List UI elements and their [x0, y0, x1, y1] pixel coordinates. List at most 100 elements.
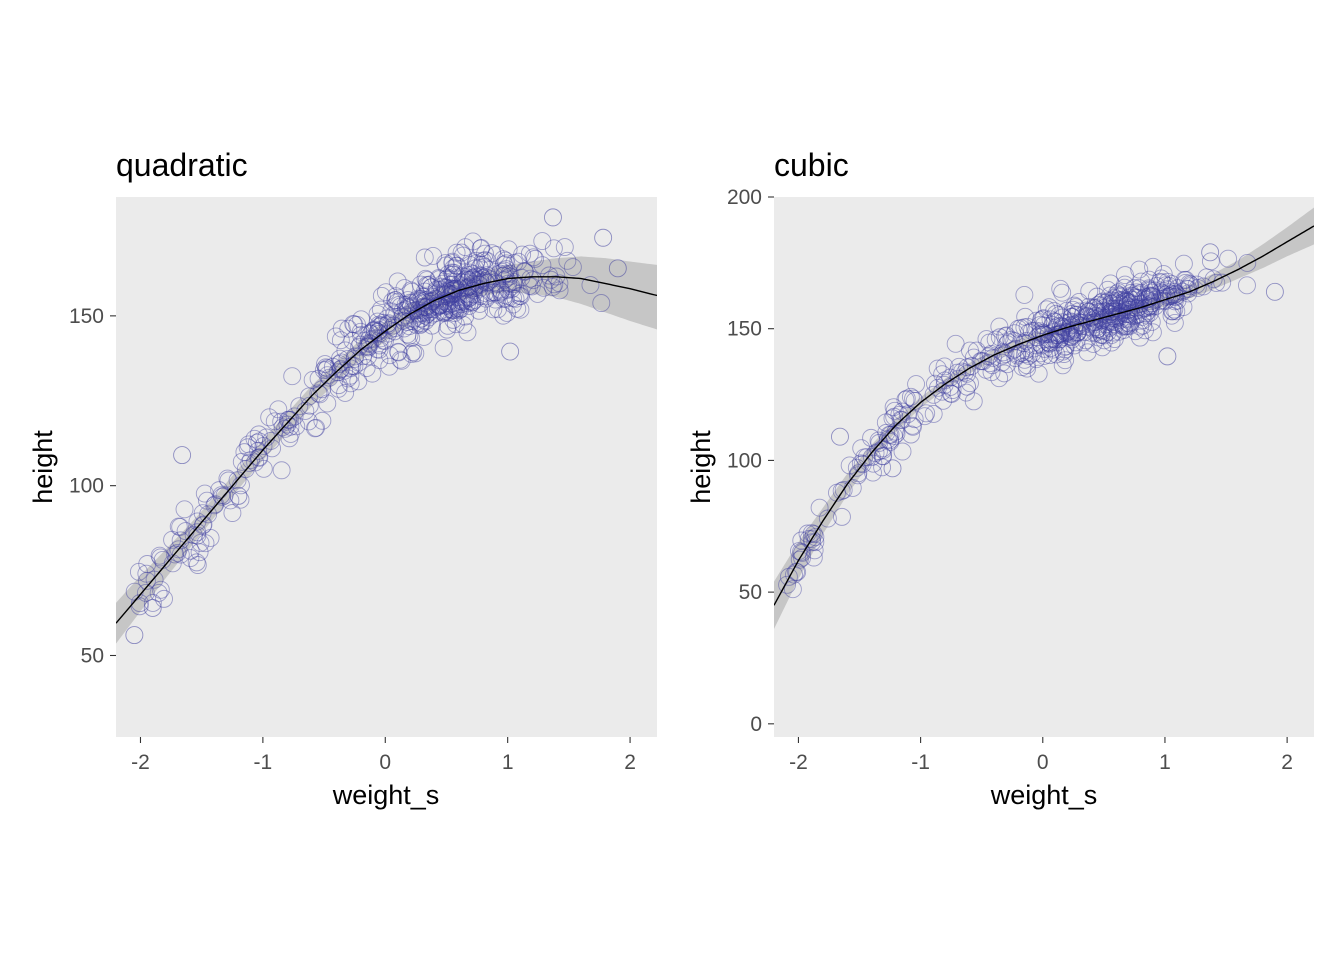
data-point [345, 349, 364, 368]
data-point [1131, 294, 1150, 313]
data-point [447, 256, 466, 275]
data-point [401, 281, 420, 300]
data-point [206, 495, 225, 514]
data-point [409, 304, 428, 322]
data-point [1051, 325, 1070, 343]
data-point [460, 296, 479, 315]
data-point [1012, 344, 1031, 362]
data-point [1050, 306, 1069, 324]
data-point [349, 372, 368, 391]
data-point [1055, 338, 1074, 356]
data-point [1097, 302, 1116, 321]
data-point [371, 329, 390, 348]
data-point [1110, 288, 1129, 307]
data-point [496, 289, 515, 308]
data-point [198, 491, 216, 510]
data-point [414, 304, 433, 323]
data-point [460, 265, 479, 284]
data-point [486, 283, 505, 302]
data-point [310, 385, 329, 404]
data-point [1114, 317, 1133, 336]
data-point [436, 285, 455, 304]
data-point [228, 471, 247, 490]
data-point [1126, 298, 1144, 317]
data-point [460, 263, 479, 282]
data-point [1122, 286, 1141, 305]
data-point [278, 410, 297, 429]
data-point [848, 466, 867, 485]
data-point [163, 530, 182, 549]
x-tick-label: -2 [789, 751, 808, 774]
data-point [1082, 308, 1101, 326]
data-point [466, 259, 485, 278]
data-point [458, 323, 477, 342]
data-point [145, 570, 164, 589]
data-point [461, 277, 480, 296]
data-point [454, 315, 473, 334]
data-point [1023, 344, 1042, 363]
data-point [494, 266, 513, 285]
data-point [1147, 277, 1166, 295]
data-point [478, 266, 497, 285]
data-point [1265, 282, 1284, 301]
data-point [1031, 344, 1050, 363]
data-point [434, 295, 453, 314]
data-point [1127, 299, 1146, 318]
data-point [1131, 328, 1149, 347]
data-point [223, 504, 242, 522]
data-point [1055, 345, 1073, 363]
data-point [891, 410, 910, 429]
data-point [473, 269, 492, 288]
data-point [1005, 332, 1024, 350]
data-point [386, 291, 405, 310]
x-axis-ticks: -2 -1 0 1 2 [131, 737, 636, 774]
data-point [434, 338, 453, 357]
data-point [515, 262, 534, 280]
data-point [235, 443, 254, 462]
data-point [1111, 311, 1130, 329]
data-point [1069, 302, 1088, 321]
data-point [847, 458, 866, 477]
data-point [389, 343, 408, 362]
data-point [1139, 279, 1158, 298]
data-point [188, 523, 207, 542]
data-point [452, 292, 471, 311]
data-point [1162, 306, 1181, 325]
data-point [426, 303, 445, 322]
data-point [1057, 323, 1076, 342]
data-point [1197, 268, 1216, 287]
y-axis-title: height [686, 430, 716, 504]
data-point [915, 407, 934, 426]
data-point [544, 208, 562, 227]
data-point [378, 316, 397, 335]
data-point [457, 273, 475, 292]
data-point [1013, 358, 1032, 377]
data-point [1120, 314, 1139, 333]
data-point [1131, 317, 1150, 336]
data-point [1207, 273, 1226, 292]
data-point [1091, 297, 1110, 316]
data-point [470, 275, 489, 294]
y-tick-label: 0 [750, 713, 762, 736]
data-point [828, 483, 846, 502]
data-point [1106, 315, 1125, 334]
data-point [1130, 279, 1149, 298]
data-point [1045, 312, 1064, 331]
data-point [990, 328, 1009, 347]
data-point [1078, 343, 1097, 362]
data-point [878, 430, 897, 449]
data-point [873, 458, 892, 477]
data-point [1079, 297, 1098, 316]
data-point [1049, 327, 1068, 346]
data-point [864, 454, 883, 473]
data-point [1159, 283, 1177, 302]
data-point [463, 270, 482, 289]
data-point [281, 417, 300, 436]
data-point [388, 293, 407, 312]
data-point [1006, 349, 1025, 367]
data-point [143, 594, 162, 612]
data-point [416, 306, 435, 325]
data-point [1094, 321, 1112, 340]
data-point [151, 548, 170, 567]
data-point [504, 275, 523, 294]
